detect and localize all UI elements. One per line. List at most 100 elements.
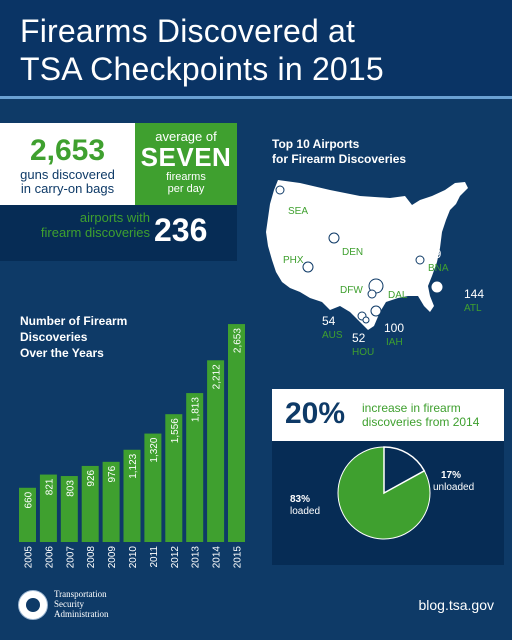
bar-value-label: 2,212: [212, 364, 223, 389]
airport-value-atl: 144: [464, 287, 484, 301]
bar-value-label: 976: [107, 465, 118, 482]
guns-number: 2,653: [29, 134, 106, 167]
airport-dot-iah: [370, 305, 382, 317]
airport-code-phx: PHX: [283, 255, 304, 266]
airports-label-line-1: airports with: [79, 210, 150, 225]
bar-value-label: 1,813: [191, 397, 202, 422]
pie-loaded-label: loaded: [290, 506, 321, 517]
pie-unloaded-percent: 17%: [441, 470, 462, 481]
airport-value-bna: 59: [428, 247, 442, 261]
airports-stat-panel: [0, 205, 237, 261]
airport-dot-atl: [430, 280, 444, 294]
year-label: 2006: [44, 546, 55, 569]
airport-dot-dal: [367, 289, 377, 299]
average-post-line-1: firearms: [166, 171, 206, 183]
bar-value-label: 803: [65, 480, 76, 497]
bar-value-label: 1,556: [170, 418, 181, 443]
bar-2007: [60, 476, 78, 542]
year-label: 2011: [149, 546, 160, 568]
bar-value-label: 660: [24, 491, 35, 508]
agency-name-line-3: Administration: [54, 609, 109, 619]
map-title-line-1: Top 10 Airports: [272, 137, 360, 151]
airport-code-sea: SEA: [288, 206, 308, 217]
bar-2012: [165, 414, 183, 542]
increase-label-line-1: increase in firearm: [362, 401, 461, 415]
page-title: Firearms Discovered at TSA Checkpoints i…: [20, 12, 384, 88]
bar-value-label: 1,320: [149, 437, 160, 462]
bar-2014: [207, 360, 225, 542]
bar-value-label: 2,653: [233, 328, 244, 353]
pie-slice-unloaded: [383, 446, 426, 495]
us-map-shape: [266, 180, 468, 330]
blog-link[interactable]: blog.tsa.gov: [418, 597, 495, 613]
bar-2015: [228, 324, 245, 542]
title-line-1: Firearms Discovered at: [20, 13, 356, 49]
pie-unloaded-label: unloaded: [433, 482, 475, 493]
year-label: 2008: [86, 546, 97, 569]
average-stat-panel: [135, 123, 237, 205]
airport-dot-den: [328, 232, 340, 244]
airport-code-den: DEN: [342, 247, 363, 258]
airport-dot-phx: [302, 261, 314, 273]
airport-dot-sea: [275, 185, 285, 195]
average-post-line-2: per day: [167, 183, 205, 195]
airport-value-den: 90: [342, 231, 356, 245]
airport-code-dal: DAL: [388, 290, 408, 301]
year-label: 2012: [170, 546, 181, 569]
average-post-label: firearms per day: [135, 171, 237, 195]
bar-2010: [123, 449, 141, 542]
bar-2013: [186, 393, 204, 542]
airport-dot-hou: [362, 316, 370, 324]
airport-value-dal: 57: [388, 274, 402, 288]
airport-code-bna: BNA: [428, 263, 449, 274]
year-label: 2010: [128, 546, 139, 569]
bar-2009: [102, 461, 120, 542]
bar-2008: [81, 465, 99, 542]
title-line-2: TSA Checkpoints in 2015: [20, 51, 384, 87]
airport-code-dfw: DFW: [340, 285, 363, 296]
chart-title-line-3: Over the Years: [20, 346, 104, 360]
year-label: 2007: [65, 546, 76, 569]
guns-label-line-1: guns discovered: [20, 167, 115, 182]
guns-label: guns discovered in carry-on bags: [0, 168, 135, 196]
airports-label-line-2: firearm discoveries: [40, 225, 150, 240]
average-value: SEVEN: [140, 142, 232, 172]
increase-panel: [272, 389, 504, 441]
map-title: Top 10 Airports for Firearm Discoveries: [272, 137, 406, 167]
bar-2011: [144, 433, 162, 542]
year-label: 2013: [191, 546, 202, 569]
chart-title-line-2: Discoveries: [20, 330, 88, 344]
chart-title-line-1: Number of Firearm: [20, 314, 128, 328]
airports-number: 236: [154, 212, 208, 248]
header-divider: [0, 96, 512, 99]
airport-dot-bna: [415, 255, 425, 265]
average-pre-label: average of: [155, 129, 217, 144]
dhs-seal-center: [26, 598, 40, 612]
airport-value-phx: 73: [283, 239, 297, 253]
airports-label: airports with firearm discoveries: [22, 210, 150, 240]
bar-value-label: 926: [86, 470, 97, 487]
guns-label-line-2: in carry-on bags: [20, 181, 115, 196]
agency-name-line-2: Security: [54, 599, 84, 609]
year-label: 2009: [107, 546, 118, 569]
year-label: 2005: [24, 546, 35, 569]
airport-code-aus: AUS: [322, 330, 343, 341]
bar-2005: [19, 487, 36, 542]
guns-stat-panel: [0, 123, 135, 205]
airport-value-iah: 100: [384, 321, 404, 335]
year-label: 2015: [233, 546, 244, 569]
agency-name-line-1: Transportation: [54, 589, 107, 599]
increase-label: increase in firearm discoveries from 201…: [362, 401, 479, 429]
bar-2006: [39, 474, 57, 542]
airport-code-atl: ATL: [464, 303, 482, 314]
header: Firearms Discovered at TSA Checkpoints i…: [0, 0, 512, 96]
dhs-seal-icon: [18, 590, 48, 620]
map-title-line-2: for Firearm Discoveries: [272, 152, 407, 166]
airport-value-sea: 59: [288, 190, 302, 204]
airport-code-hou: HOU: [352, 347, 374, 358]
increase-label-line-2: discoveries from 2014: [362, 415, 480, 429]
